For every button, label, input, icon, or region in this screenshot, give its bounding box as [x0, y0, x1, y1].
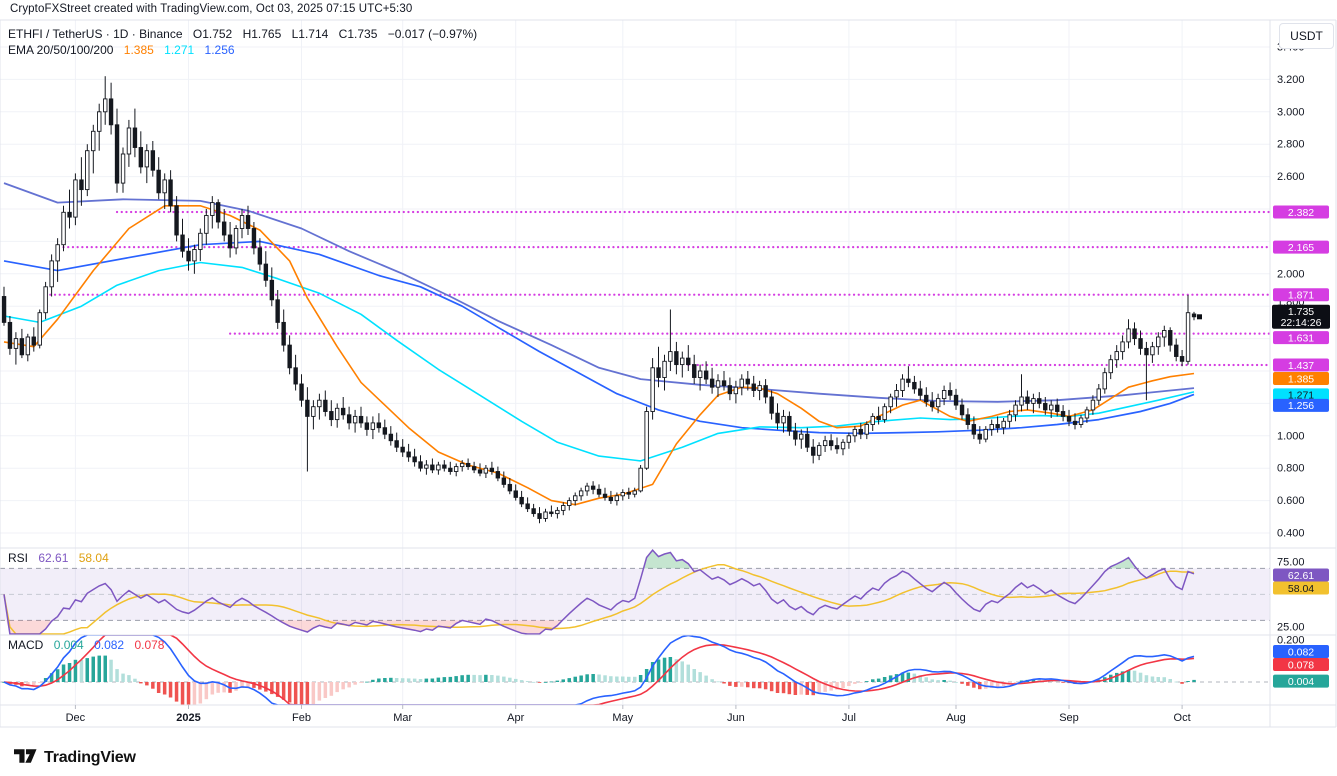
svg-text:1.385: 1.385 [1288, 373, 1314, 385]
svg-text:25.00: 25.00 [1277, 621, 1305, 633]
ema100-value: 1.256 [204, 43, 235, 57]
macd-signal-value: 0.078 [134, 638, 165, 652]
svg-text:2.000: 2.000 [1277, 268, 1305, 280]
high-value: H1.765 [242, 27, 282, 41]
ema50-value: 1.271 [164, 43, 195, 57]
svg-text:2.600: 2.600 [1277, 171, 1305, 183]
svg-text:1.000: 1.000 [1277, 430, 1305, 442]
svg-text:1.437: 1.437 [1288, 360, 1314, 372]
svg-text:0.800: 0.800 [1277, 463, 1305, 475]
low-value: L1.714 [291, 27, 329, 41]
svg-text:1.871: 1.871 [1288, 290, 1314, 302]
svg-text:58.04: 58.04 [1288, 583, 1314, 595]
rsi-legend: RSI 62.61 58.04 [8, 551, 116, 565]
svg-text:0.004: 0.004 [1288, 676, 1314, 688]
macd-line-value: 0.082 [94, 638, 125, 652]
svg-text:1.735: 1.735 [1288, 306, 1314, 318]
macd-legend: MACD 0.004 0.082 0.078 [8, 638, 171, 652]
currency-toggle-button[interactable]: USDT [1279, 23, 1334, 49]
tradingview-mark-icon [14, 745, 37, 771]
close-value: C1.735 [338, 27, 378, 41]
svg-text:2.382: 2.382 [1288, 207, 1314, 219]
svg-text:22:14:26: 22:14:26 [1281, 317, 1322, 329]
symbol-legend: ETHFI / TetherUS · 1D · Binance O1.752 H… [8, 27, 484, 41]
svg-text:0.200: 0.200 [1277, 635, 1305, 647]
svg-text:0.600: 0.600 [1277, 495, 1305, 507]
svg-text:Dec: Dec [66, 712, 86, 724]
svg-text:Oct: Oct [1174, 712, 1191, 724]
svg-text:1.271: 1.271 [1288, 390, 1314, 402]
svg-text:Jun: Jun [727, 712, 745, 724]
svg-text:2.800: 2.800 [1277, 139, 1305, 151]
svg-text:Aug: Aug [946, 712, 966, 724]
change-value: −0.017 (−0.97%) [387, 27, 478, 41]
svg-text:2.165: 2.165 [1288, 242, 1314, 254]
svg-text:Sep: Sep [1059, 712, 1079, 724]
svg-text:Mar: Mar [393, 712, 412, 724]
ema-label: EMA 20/50/100/200 [8, 43, 114, 57]
rsi-value: 62.61 [38, 551, 69, 565]
svg-text:1.256: 1.256 [1288, 400, 1314, 412]
tradingview-logo[interactable]: TradingView [14, 745, 136, 771]
svg-text:2025: 2025 [176, 712, 200, 724]
svg-text:May: May [612, 712, 633, 724]
svg-text:3.000: 3.000 [1277, 106, 1305, 118]
attribution-bar: CryptoFXStreet created with TradingView.… [10, 3, 413, 15]
rsi-ma-value: 58.04 [78, 551, 109, 565]
ema-legend: EMA 20/50/100/200 1.385 1.271 1.256 [8, 43, 242, 57]
svg-text:62.61: 62.61 [1288, 570, 1314, 582]
open-value: O1.752 [192, 27, 233, 41]
svg-text:3.200: 3.200 [1277, 74, 1305, 86]
symbol-title: ETHFI / TetherUS · 1D · Binance [8, 27, 183, 41]
rsi-label: RSI [8, 551, 29, 565]
tradingview-brand-text: TradingView [44, 749, 136, 766]
svg-text:0.078: 0.078 [1288, 659, 1314, 671]
svg-text:0.400: 0.400 [1277, 528, 1305, 540]
svg-text:Jul: Jul [842, 712, 856, 724]
svg-text:Apr: Apr [507, 712, 524, 724]
ema20-value: 1.385 [123, 43, 154, 57]
macd-hist-value: 0.004 [53, 638, 84, 652]
svg-text:75.00: 75.00 [1277, 556, 1305, 568]
macd-label: MACD [8, 638, 44, 652]
svg-text:Feb: Feb [292, 712, 311, 724]
svg-text:1.631: 1.631 [1288, 332, 1314, 344]
svg-text:0.082: 0.082 [1288, 646, 1314, 658]
